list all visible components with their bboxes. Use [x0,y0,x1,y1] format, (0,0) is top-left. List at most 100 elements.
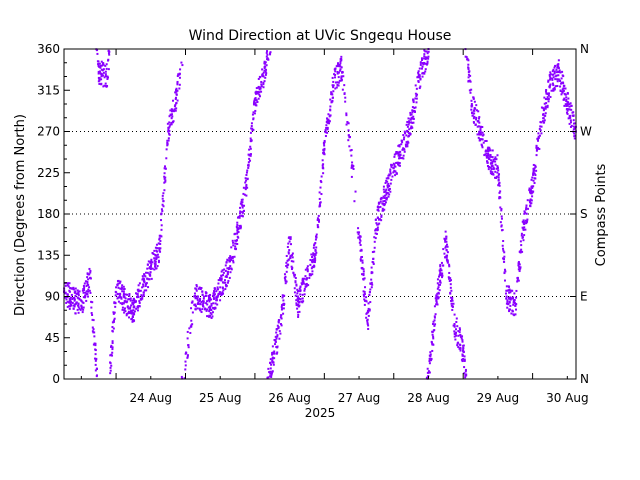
data-point [138,300,141,303]
data-point [539,121,542,124]
data-point [464,376,467,379]
data-point [530,185,533,188]
data-point [568,122,571,125]
data-point [68,282,71,285]
data-point [507,303,510,306]
data-point [549,73,552,76]
data-point [429,351,432,354]
data-point [127,312,130,315]
data-point [503,279,506,282]
data-point [546,104,549,107]
data-point [255,87,258,90]
data-point [177,73,180,76]
data-point [362,272,365,275]
data-point [88,267,91,270]
data-point [346,121,349,124]
data-point [353,200,356,203]
data-point [535,149,538,152]
data-point [78,297,81,300]
data-point [383,204,386,207]
data-point [476,120,479,123]
data-point [259,87,262,90]
data-point [297,298,300,301]
data-point [71,301,74,304]
data-point [550,89,553,92]
data-point [224,281,227,284]
data-point [290,260,293,263]
data-point [393,155,396,158]
data-point [221,274,224,277]
data-point [402,134,405,137]
data-point [485,156,488,159]
data-point [186,355,189,358]
data-point [439,272,442,275]
data-point [210,302,213,305]
data-point [216,295,219,298]
data-point [296,288,299,291]
data-point [441,276,444,279]
data-point [295,302,298,305]
data-point [107,49,110,52]
data-point [249,131,252,134]
data-point [322,172,325,175]
data-point [291,254,294,257]
data-point [471,111,474,114]
data-point [250,125,253,128]
data-point [174,109,177,112]
data-point [519,267,522,270]
data-point [525,212,528,215]
data-point [371,271,374,274]
data-point [199,303,202,306]
data-point [518,250,521,253]
data-point [502,257,505,260]
data-point [390,178,393,181]
data-point [457,346,460,349]
data-point [341,70,344,73]
data-point [158,247,161,250]
data-point [148,267,151,270]
data-point [547,79,550,82]
data-point [427,50,430,53]
data-point [110,353,113,356]
data-point [551,77,554,80]
data-point [524,211,527,214]
data-point [392,162,395,165]
data-point [174,104,177,107]
data-point [210,304,213,307]
data-point [199,299,202,302]
data-point [368,308,371,311]
data-point [459,347,462,350]
data-point [503,255,506,258]
data-point [559,89,562,92]
data-point [542,107,545,110]
data-point [566,109,569,112]
data-point [294,277,297,280]
data-point [451,305,454,308]
data-point [136,293,139,296]
data-point [409,111,412,114]
data-point [402,154,405,157]
data-point [326,120,329,123]
data-point [273,350,276,353]
data-point [264,61,267,64]
compass-label: N [580,42,589,56]
data-point [323,144,326,147]
x-tick-label: 30 Aug [546,391,589,405]
data-point [250,127,253,130]
data-point [329,109,332,112]
data-point [503,268,506,271]
data-point [387,177,390,180]
data-point [491,162,494,165]
data-point [468,79,471,82]
data-point [368,309,371,312]
data-point [249,137,252,140]
data-point [226,273,229,276]
data-point [447,276,450,279]
data-point [151,252,154,255]
data-point [129,306,132,309]
data-point [270,372,273,375]
data-point [127,310,130,313]
data-point [69,299,72,302]
data-point [175,93,178,96]
y-tick-label: 225 [37,166,60,180]
